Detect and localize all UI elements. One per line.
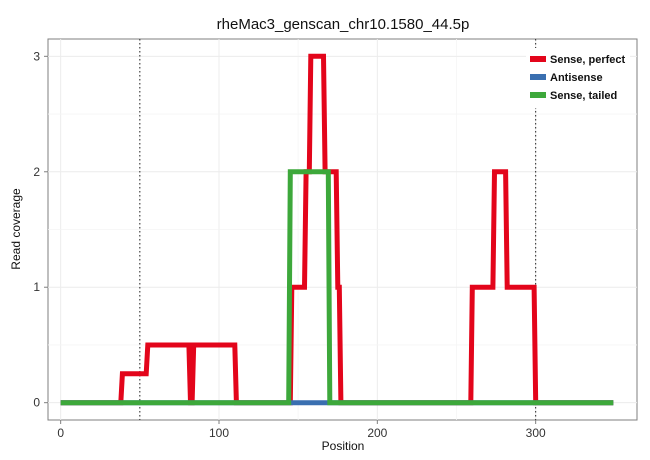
- legend: Sense, perfect Antisense Sense, tailed: [526, 48, 630, 108]
- x-tick-label: 300: [526, 426, 546, 440]
- series-line-sense-perfect: [60, 53, 614, 406]
- series-lines: [60, 53, 614, 406]
- x-tick-label: 100: [209, 426, 229, 440]
- legend-swatch: [530, 74, 546, 80]
- x-axis-title: Position: [322, 439, 365, 453]
- x-tick-label: 200: [367, 426, 387, 440]
- x-tick-label: 0: [57, 426, 64, 440]
- chart-title: rheMac3_genscan_chr10.1580_44.5p: [217, 16, 470, 33]
- x-axis-ticks: 0 100 200 300: [57, 420, 546, 440]
- legend-label: Antisense: [550, 72, 603, 84]
- y-axis-ticks: 0 1 2 3: [33, 49, 48, 410]
- series-line-sense-tailed: [60, 169, 614, 406]
- y-tick-label: 3: [33, 49, 40, 63]
- legend-swatch: [530, 56, 546, 62]
- y-tick-label: 0: [33, 396, 40, 410]
- y-tick-label: 2: [33, 165, 40, 179]
- y-tick-label: 1: [33, 280, 40, 294]
- legend-label: Sense, perfect: [550, 54, 626, 66]
- y-axis-title: Read coverage: [9, 188, 23, 270]
- legend-label: Sense, tailed: [550, 90, 617, 102]
- legend-swatch: [530, 92, 546, 98]
